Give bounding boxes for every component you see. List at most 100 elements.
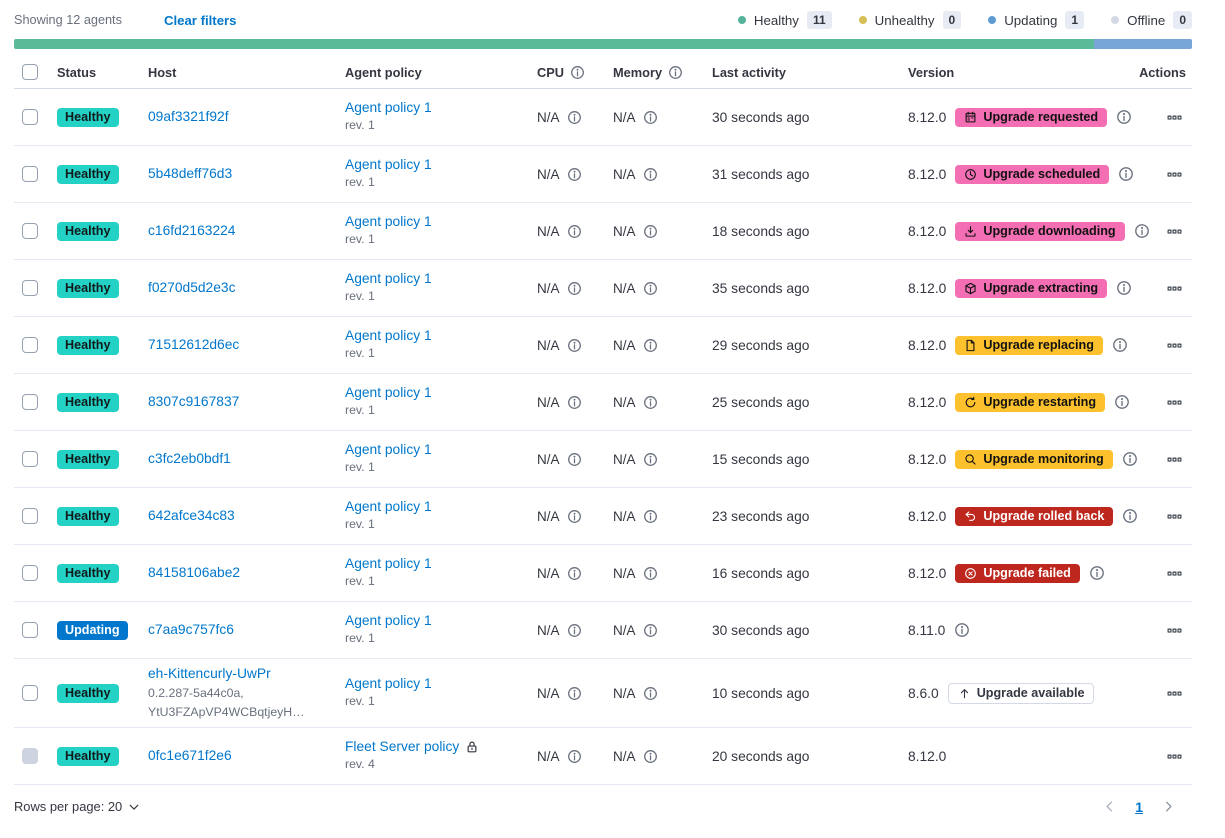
row-checkbox[interactable] (22, 166, 38, 182)
clear-filters-link[interactable]: Clear filters (163, 12, 237, 28)
info-icon[interactable] (567, 338, 582, 353)
row-actions-button[interactable] (1163, 619, 1186, 642)
info-icon[interactable] (1118, 166, 1134, 182)
info-icon[interactable] (643, 224, 658, 239)
host-link[interactable]: eh-Kittencurly-UwPr (148, 666, 271, 681)
row-actions-button[interactable] (1163, 682, 1186, 705)
info-icon[interactable] (1122, 508, 1138, 524)
previous-page-button[interactable] (1100, 797, 1119, 816)
agent-policy-link[interactable]: Fleet Server policy (345, 739, 460, 755)
info-icon[interactable] (1116, 280, 1132, 296)
row-checkbox[interactable] (22, 223, 38, 239)
row-checkbox[interactable] (22, 685, 38, 702)
host-link[interactable]: c16fd2163224 (148, 223, 236, 238)
agent-policy-link[interactable]: Agent policy 1 (345, 676, 432, 692)
info-icon[interactable] (643, 452, 658, 467)
host-link[interactable]: 8307c9167837 (148, 394, 240, 409)
next-page-button[interactable] (1159, 797, 1178, 816)
legend-item-offline: Offline 0 (1111, 11, 1192, 29)
info-icon[interactable] (567, 452, 582, 467)
row-actions-button[interactable] (1163, 277, 1186, 300)
agent-policy-link[interactable]: Agent policy 1 (345, 270, 432, 286)
info-icon[interactable] (1134, 223, 1150, 239)
info-icon[interactable] (1116, 109, 1132, 125)
agent-policy-link[interactable]: Agent policy 1 (345, 327, 432, 343)
page-number-1[interactable]: 1 (1135, 798, 1143, 815)
select-all-checkbox[interactable] (22, 64, 38, 80)
row-checkbox[interactable] (22, 337, 38, 353)
row-actions-button[interactable] (1163, 562, 1186, 585)
agent-policy-link[interactable]: Agent policy 1 (345, 612, 432, 628)
info-icon[interactable] (643, 281, 658, 296)
host-link[interactable]: c3fc2eb0bdf1 (148, 451, 231, 466)
host-link[interactable]: 5b48deff76d3 (148, 166, 233, 181)
actions-cell (1136, 106, 1192, 129)
host-link[interactable]: 0fc1e671f2e6 (148, 748, 232, 764)
policy-revision: rev. 1 (345, 345, 375, 360)
row-checkbox[interactable] (22, 280, 38, 296)
last-activity-cell: 23 seconds ago (712, 508, 810, 524)
row-actions-button[interactable] (1163, 505, 1186, 528)
info-icon[interactable] (567, 749, 582, 764)
row-checkbox[interactable] (22, 451, 38, 467)
info-icon[interactable] (567, 395, 582, 410)
policy-revision: rev. 1 (345, 573, 375, 588)
status-badge: Healthy (57, 449, 119, 469)
info-icon[interactable] (643, 167, 658, 182)
info-icon[interactable] (567, 623, 582, 638)
info-icon[interactable] (643, 338, 658, 353)
info-icon[interactable] (668, 65, 683, 80)
info-icon[interactable] (1112, 337, 1128, 353)
host-link[interactable]: 642afce34c83 (148, 508, 235, 523)
agent-policy-link[interactable]: Agent policy 1 (345, 213, 432, 229)
memory-text: N/A (613, 508, 636, 524)
agent-policy-link[interactable]: Agent policy 1 (345, 99, 432, 115)
row-checkbox[interactable] (22, 622, 38, 638)
row-select-cell (14, 280, 57, 296)
info-icon[interactable] (643, 509, 658, 524)
host-cell: 642afce34c83 (148, 507, 345, 525)
column-header-label: Agent policy (345, 64, 422, 80)
row-actions-button[interactable] (1163, 391, 1186, 414)
row-actions-button[interactable] (1163, 745, 1186, 768)
info-icon[interactable] (567, 686, 582, 701)
row-checkbox[interactable] (22, 508, 38, 524)
info-icon[interactable] (567, 281, 582, 296)
row-actions-button[interactable] (1163, 448, 1186, 471)
agent-policy-link[interactable]: Agent policy 1 (345, 498, 432, 514)
row-actions-button[interactable] (1163, 106, 1186, 129)
info-icon[interactable] (567, 509, 582, 524)
row-checkbox[interactable] (22, 109, 38, 125)
info-icon[interactable] (1089, 565, 1105, 581)
upgrade-badge-label: Upgrade monitoring (983, 452, 1104, 466)
info-icon[interactable] (643, 566, 658, 581)
info-icon[interactable] (643, 395, 658, 410)
info-icon[interactable] (643, 623, 658, 638)
agent-policy-link[interactable]: Agent policy 1 (345, 555, 432, 571)
info-icon[interactable] (1114, 394, 1130, 410)
host-link[interactable]: c7aa9c757fc6 (148, 622, 234, 637)
agent-policy-link[interactable]: Agent policy 1 (345, 384, 432, 400)
row-checkbox[interactable] (22, 394, 38, 410)
row-actions-button[interactable] (1163, 163, 1186, 186)
host-link[interactable]: 71512612d6ec (148, 337, 240, 352)
info-icon[interactable] (643, 110, 658, 125)
row-actions-button[interactable] (1163, 220, 1186, 243)
agent-policy-link[interactable]: Agent policy 1 (345, 441, 432, 457)
info-icon[interactable] (643, 686, 658, 701)
host-link[interactable]: 09af3321f92f (148, 109, 229, 124)
agent-policy-link[interactable]: Agent policy 1 (345, 156, 432, 172)
info-icon[interactable] (954, 622, 970, 638)
row-checkbox[interactable] (22, 565, 38, 581)
info-icon[interactable] (1122, 451, 1138, 467)
host-link[interactable]: f0270d5d2e3c (148, 280, 236, 295)
info-icon[interactable] (567, 566, 582, 581)
info-icon[interactable] (567, 224, 582, 239)
host-link[interactable]: 84158106abe2 (148, 565, 241, 580)
info-icon[interactable] (643, 749, 658, 764)
rows-per-page-control[interactable]: Rows per page: 20 (14, 799, 141, 814)
info-icon[interactable] (567, 167, 582, 182)
row-actions-button[interactable] (1163, 334, 1186, 357)
info-icon[interactable] (570, 65, 585, 80)
info-icon[interactable] (567, 110, 582, 125)
